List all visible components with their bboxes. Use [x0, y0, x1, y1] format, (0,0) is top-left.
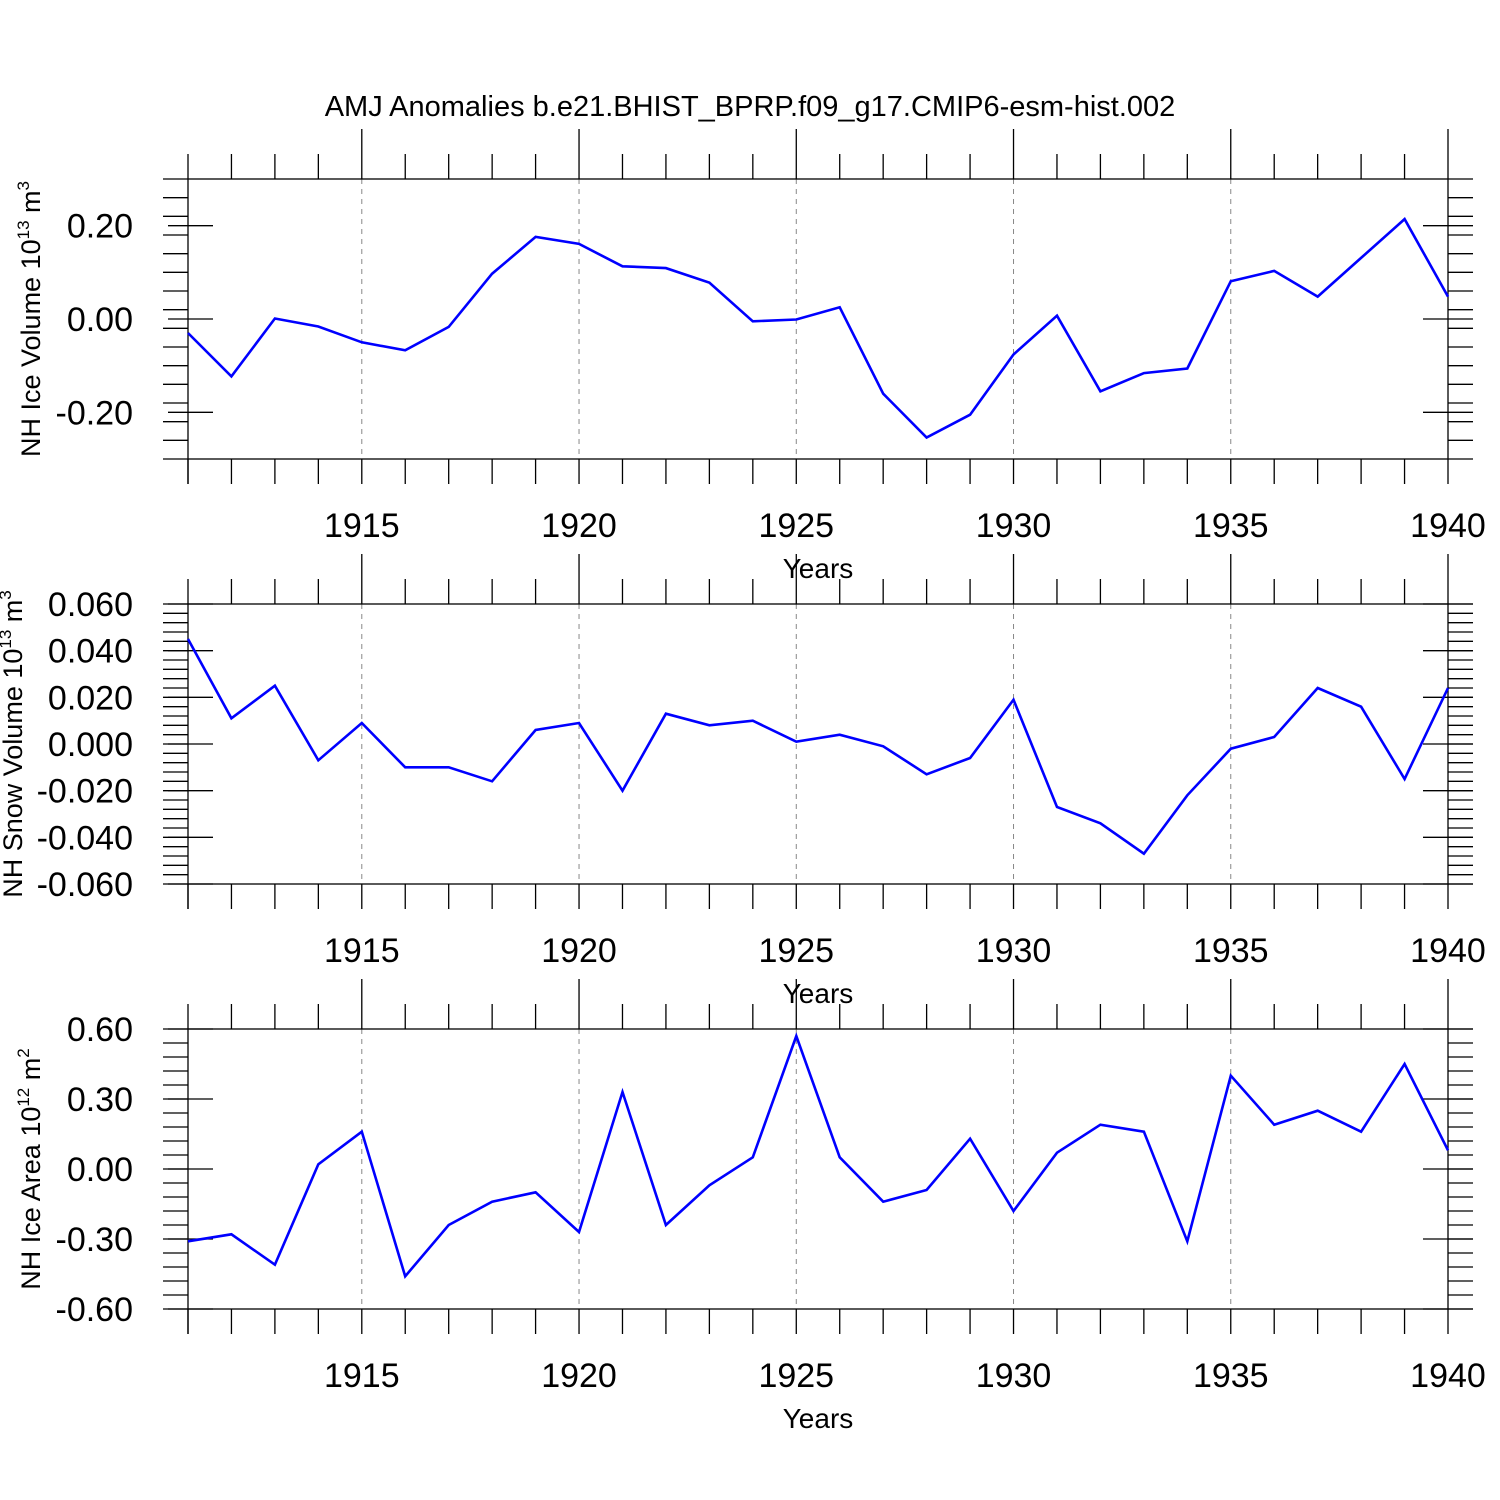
chart-panel-3: 1915 1920 1925 1930 1935 1940 0.60 0.30 0.00 -0.3… [14, 979, 1486, 1434]
x-tick-label: 1915 [324, 507, 400, 545]
y-axis-title: NH Ice Area 1012 m2 [14, 1048, 46, 1289]
x-axis-title: Years [783, 553, 854, 584]
x-tick-label: 1940 [1410, 932, 1486, 970]
y-tick-label: 0.020 [48, 679, 133, 717]
series-line [187, 217, 1450, 440]
y-tick-label: 0.00 [67, 1151, 133, 1189]
chart-panel-2: 1915 1920 1925 1930 1935 1940 0.060 0.040 0.020 0… [0, 554, 1486, 1009]
x-tick-label: 1915 [324, 932, 400, 970]
series-line [187, 1032, 1450, 1279]
x-tick-label: 1935 [1193, 507, 1269, 545]
x-tick-label: 1920 [541, 507, 617, 545]
y-tick-label: -0.020 [37, 773, 133, 811]
y-axis-title: NH Snow Volume 1013 m3 [0, 590, 28, 898]
y-tick-label: 0.00 [67, 301, 133, 339]
plot-frame [187, 603, 1449, 885]
y-tick-label: -0.20 [56, 394, 134, 432]
y-tick-label: 0.20 [67, 208, 133, 246]
x-tick-label: 1930 [976, 932, 1052, 970]
x-tick-label: 1930 [976, 1357, 1052, 1395]
plot-frame [187, 1028, 1449, 1310]
x-tick-label: 1935 [1193, 1357, 1269, 1395]
x-tick-label: 1915 [324, 1357, 400, 1395]
chart-title: AMJ Anomalies b.e21.BHIST_BPRP.f09_g17.C… [325, 91, 1176, 123]
x-axis-title: Years [783, 1403, 854, 1434]
x-tick-label: 1935 [1193, 932, 1269, 970]
x-tick-label: 1920 [541, 932, 617, 970]
x-tick-label: 1940 [1410, 1357, 1486, 1395]
y-tick-label: 0.060 [48, 586, 133, 624]
x-tick-label: 1925 [758, 507, 834, 545]
x-tick-label: 1925 [758, 932, 834, 970]
y-tick-label: -0.060 [37, 866, 133, 904]
y-tick-label: 0.040 [48, 633, 133, 671]
y-tick-label: -0.60 [56, 1291, 134, 1329]
panels: 1915 1920 1925 1930 1935 1940 0.20 0.00 -0.20 Yea… [0, 129, 1486, 1434]
x-axis-title: Years [783, 978, 854, 1009]
plot-frame [187, 178, 1449, 460]
chart-panel-1: 1915 1920 1925 1930 1935 1940 0.20 0.00 -0.20 Yea… [14, 129, 1486, 584]
series-line [186, 638, 1450, 856]
y-tick-label: 0.60 [67, 1011, 133, 1049]
x-tick-label: 1925 [758, 1357, 834, 1395]
y-tick-label: -0.30 [56, 1221, 134, 1259]
y-axis-title: NH Ice Volume 1013 m3 [14, 181, 46, 457]
x-tick-label: 1940 [1410, 507, 1486, 545]
x-tick-label: 1930 [976, 507, 1052, 545]
y-tick-label: 0.000 [48, 726, 133, 764]
y-tick-label: -0.040 [37, 819, 133, 857]
x-tick-label: 1920 [541, 1357, 617, 1395]
y-tick-label: 0.30 [67, 1081, 133, 1119]
